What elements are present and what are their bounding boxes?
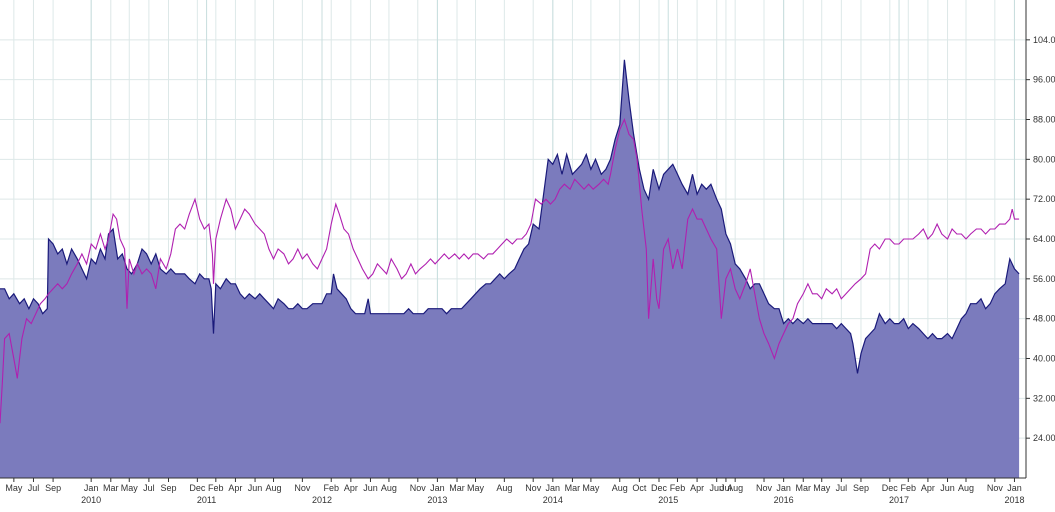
x-month-label: Apr	[690, 483, 704, 493]
x-year-label: 2014	[543, 495, 563, 505]
x-month-label: Oct	[632, 483, 647, 493]
x-month-label: Feb	[323, 483, 339, 493]
y-axis-ticks: 24.00 32.00 40.00 48.00 56.00 64.00 72.00 80.00…	[1026, 35, 1055, 443]
y-tick-label: 88.00	[1033, 115, 1055, 125]
x-month-label: Nov	[410, 483, 427, 493]
y-tick-label: 32.00	[1033, 393, 1055, 403]
y-tick-label: 40.00	[1033, 354, 1055, 364]
x-month-label: May	[582, 483, 600, 493]
x-year-label: 2012	[312, 495, 332, 505]
x-month-label: Nov	[525, 483, 542, 493]
x-month-label: Jun	[709, 483, 724, 493]
x-month-label: May	[5, 483, 23, 493]
x-month-label: Apr	[344, 483, 358, 493]
x-month-label: Aug	[266, 483, 282, 493]
x-month-label: Aug	[958, 483, 974, 493]
x-month-label: May	[121, 483, 139, 493]
y-tick-label: 96.00	[1033, 75, 1055, 85]
x-month-label: Nov	[756, 483, 773, 493]
x-month-label: Aug	[727, 483, 743, 493]
x-year-label: 2018	[1004, 495, 1024, 505]
y-tick-label: 56.00	[1033, 274, 1055, 284]
x-month-label: Aug	[381, 483, 397, 493]
series-1-line	[0, 117, 1020, 424]
x-month-label: Dec	[189, 483, 206, 493]
x-year-label: 2017	[889, 495, 909, 505]
x-month-label: Mar	[796, 483, 812, 493]
series-0-line	[0, 59, 1020, 374]
x-month-label: Jan	[84, 483, 99, 493]
x-month-label: May	[467, 483, 485, 493]
x-month-label: Apr	[228, 483, 242, 493]
x-month-label: Dec	[651, 483, 668, 493]
y-tick-label: 64.00	[1033, 234, 1055, 244]
x-year-label: 2013	[427, 495, 447, 505]
x-year-label: 2015	[658, 495, 678, 505]
x-month-label: Jun	[363, 483, 378, 493]
x-month-label: Dec	[882, 483, 899, 493]
x-month-label: Feb	[901, 483, 917, 493]
x-month-label: Sep	[160, 483, 176, 493]
y-tick-label: 48.00	[1033, 314, 1055, 324]
x-month-label: Jun	[940, 483, 955, 493]
y-tick-label: 24.00	[1033, 433, 1055, 443]
y-tick-label: 104.00	[1033, 35, 1055, 45]
x-axis-ticks: May Jul Sep Jan Mar May Jul Sep Dec Feb Apr Jun Aug N…	[5, 478, 1024, 505]
x-year-label: 2010	[81, 495, 101, 505]
x-month-label: Jul	[720, 483, 732, 493]
x-month-label: Mar	[103, 483, 119, 493]
x-month-label: Jan	[546, 483, 561, 493]
x-month-label: Mar	[449, 483, 465, 493]
series-layer	[0, 59, 1020, 479]
x-month-label: Jun	[248, 483, 263, 493]
x-month-label: Mar	[565, 483, 581, 493]
x-month-label: Feb	[208, 483, 224, 493]
x-month-label: May	[813, 483, 831, 493]
x-month-label: Jan	[430, 483, 445, 493]
series-0-area	[0, 59, 1020, 479]
y-tick-label: 72.00	[1033, 194, 1055, 204]
y-tick-label: 80.00	[1033, 154, 1055, 164]
x-month-label: Jul	[143, 483, 155, 493]
x-month-label: Sep	[853, 483, 869, 493]
x-month-label: Jan	[1007, 483, 1022, 493]
x-month-label: Feb	[670, 483, 686, 493]
x-month-label: Aug	[496, 483, 512, 493]
x-month-label: Jul	[836, 483, 848, 493]
x-month-label: Jul	[28, 483, 40, 493]
x-year-label: 2016	[774, 495, 794, 505]
x-month-label: Jan	[776, 483, 791, 493]
x-year-label: 2011	[197, 495, 216, 505]
x-month-label: Sep	[45, 483, 61, 493]
x-month-label: Apr	[921, 483, 935, 493]
x-month-label: Nov	[987, 483, 1004, 493]
x-month-label: Nov	[294, 483, 311, 493]
x-month-label: Aug	[612, 483, 628, 493]
